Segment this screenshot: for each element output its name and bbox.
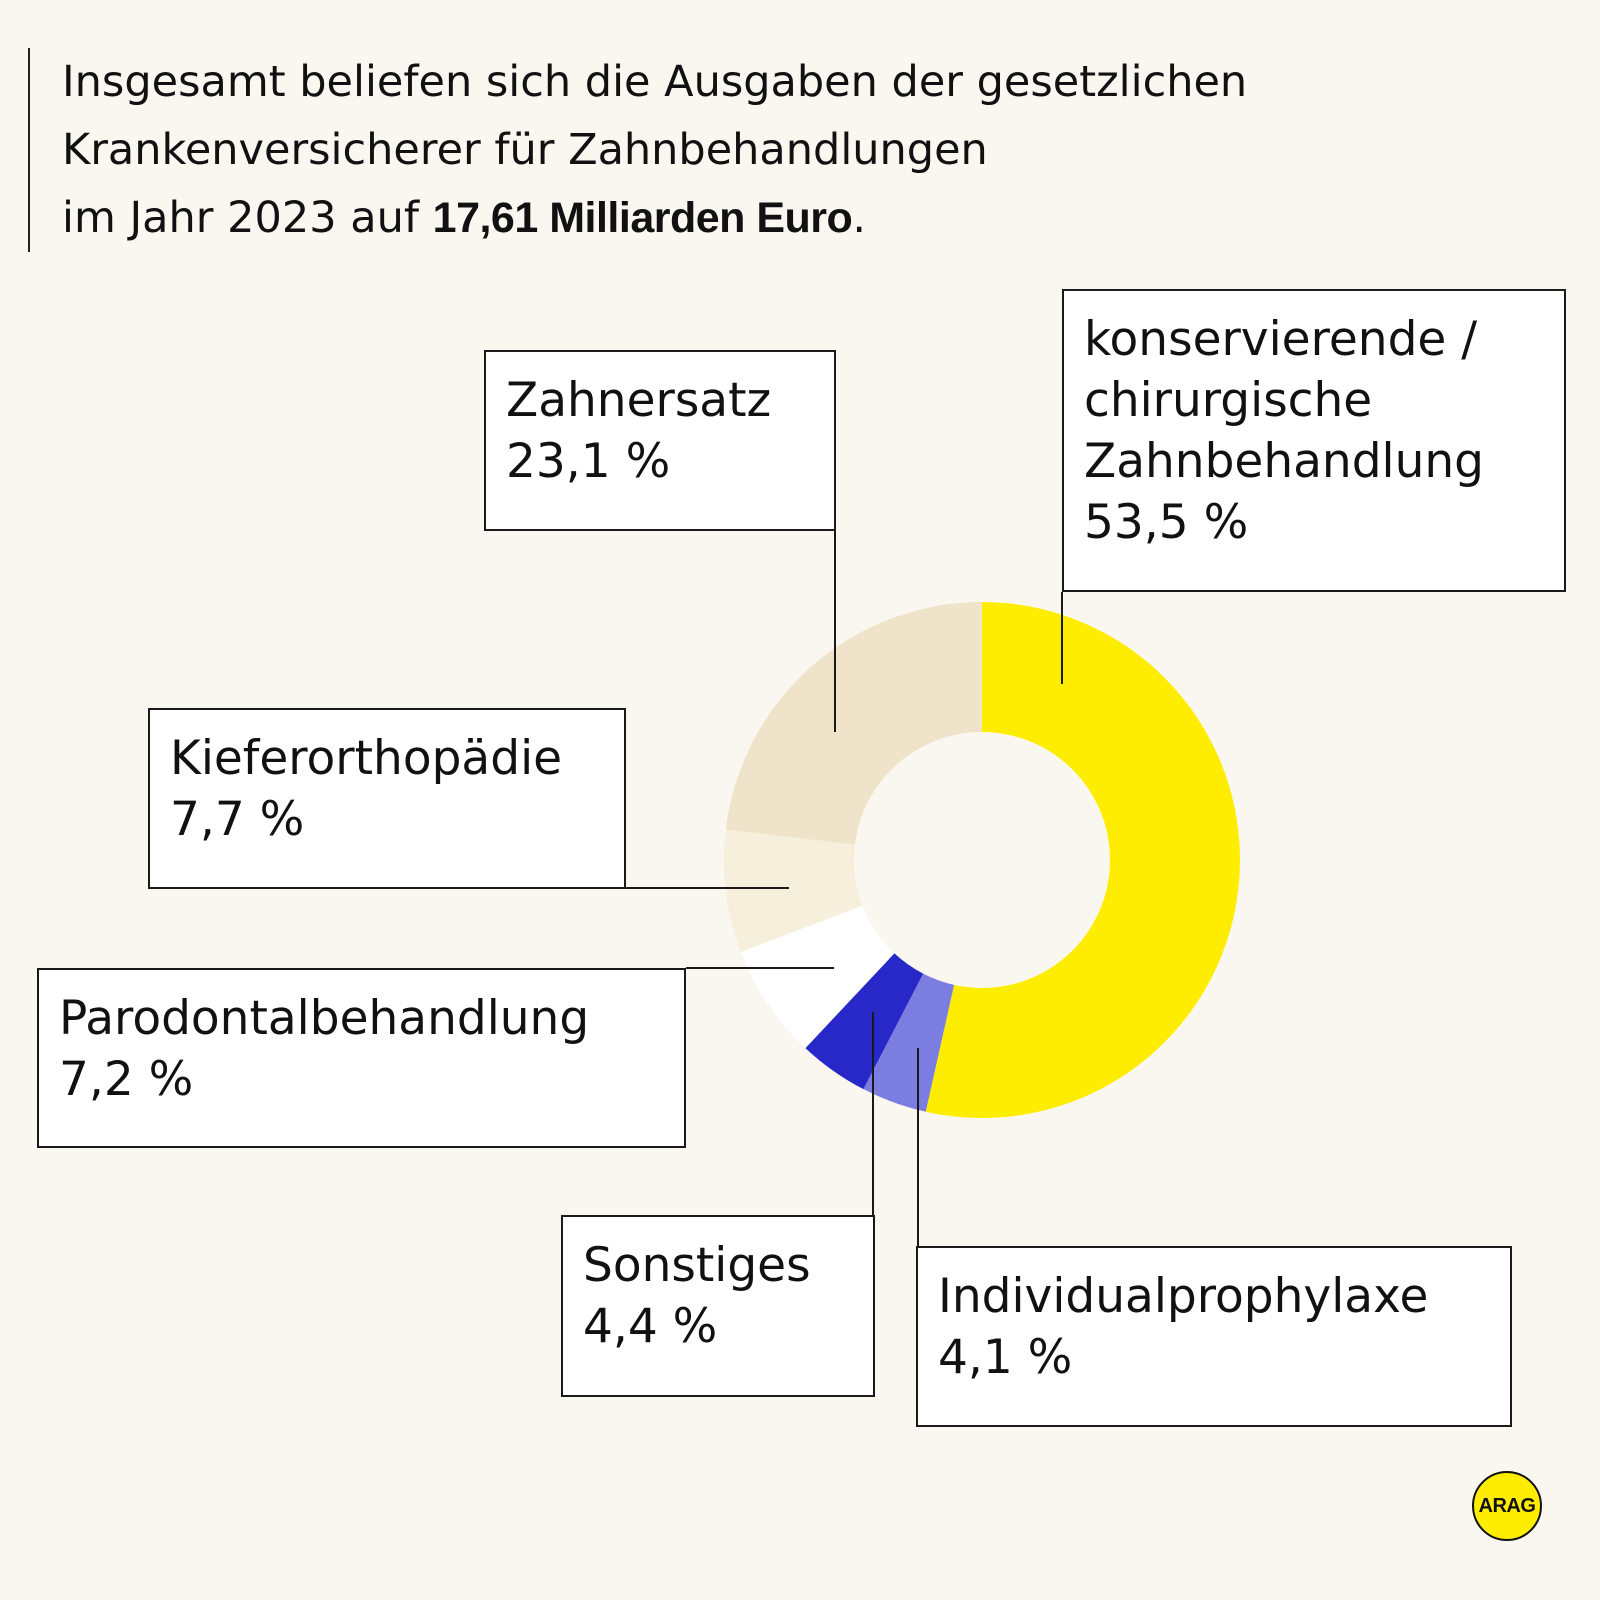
label-name-line: Parodontalbehandlung xyxy=(59,991,590,1046)
label-value: 23,1 % xyxy=(506,434,671,489)
label-individualprophylaxe: Individualprophylaxe 4,1 % xyxy=(916,1246,1512,1427)
label-name-line: chirurgische xyxy=(1084,373,1373,428)
label-value: 53,5 % xyxy=(1084,495,1249,550)
label-sonstiges: Sonstiges 4,4 % xyxy=(561,1215,875,1397)
label-name-line: Sonstiges xyxy=(583,1238,811,1293)
donut-slices xyxy=(724,602,1241,1118)
label-name-line: Individualprophylaxe xyxy=(938,1269,1429,1324)
label-value: 7,2 % xyxy=(59,1052,194,1107)
headline-line-3-prefix: im Jahr 2023 auf xyxy=(62,193,433,243)
label-kieferorthopaedie: Kieferorthopädie 7,7 % xyxy=(148,708,626,889)
arag-logo: ARAG xyxy=(1472,1471,1542,1541)
label-konservierende-chirurgische: konservierende / chirurgische Zahnbehand… xyxy=(1062,289,1566,592)
donut-slice-4 xyxy=(724,829,863,952)
label-parodontalbehandlung: Parodontalbehandlung 7,2 % xyxy=(37,968,686,1148)
headline: Insgesamt beliefen sich die Ausgaben der… xyxy=(28,48,1542,252)
donut-slice-5 xyxy=(725,602,982,845)
headline-total-amount: 17,61 Milliarden Euro xyxy=(432,194,853,242)
donut-slice-2 xyxy=(805,953,924,1090)
label-zahnersatz: Zahnersatz 23,1 % xyxy=(484,350,836,531)
headline-line-2: Krankenversicherer für Zahnbehandlungen xyxy=(62,125,988,175)
donut-slice-0 xyxy=(925,602,1241,1118)
donut-slice-3 xyxy=(740,905,895,1049)
label-value: 4,4 % xyxy=(583,1299,718,1354)
donut-slice-1 xyxy=(863,973,955,1112)
label-name-line: Kieferorthopädie xyxy=(170,731,563,786)
label-name-line: konservierende / xyxy=(1084,312,1478,367)
headline-line-3: im Jahr 2023 auf 17,61 Milliarden Euro. xyxy=(62,184,1542,252)
label-name-line: Zahnersatz xyxy=(506,373,772,428)
logo-text: ARAG xyxy=(1478,1494,1536,1517)
label-value: 4,1 % xyxy=(938,1330,1073,1385)
label-value: 7,7 % xyxy=(170,792,305,847)
leader-lines xyxy=(626,530,1063,1246)
headline-line-1: Insgesamt beliefen sich die Ausgaben der… xyxy=(62,57,1248,107)
label-name-line: Zahnbehandlung xyxy=(1084,434,1485,489)
headline-line-3-suffix: . xyxy=(852,193,866,243)
